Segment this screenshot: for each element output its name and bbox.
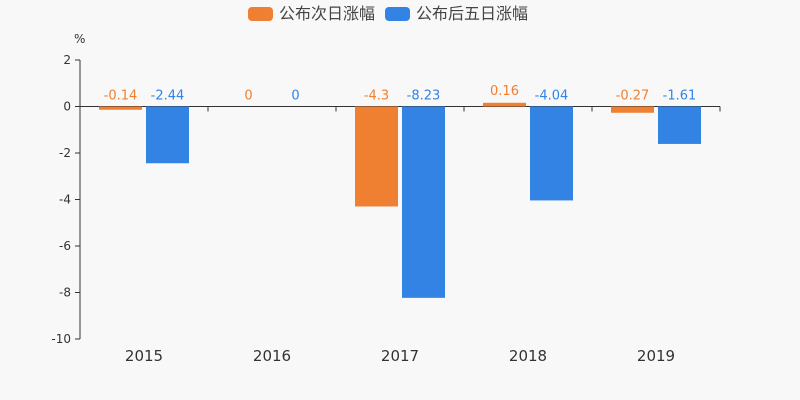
data-label: -0.27 (616, 89, 650, 104)
y-tick-label: 0 (63, 100, 71, 114)
bar-five-day (658, 106, 701, 144)
y-tick-label: -10 (51, 332, 71, 346)
y-axis-label: % (74, 32, 85, 46)
data-label: 0 (291, 89, 299, 104)
data-labels: -0.14 0 -4.3 0.16 -0.27 -2.44 0 -8.23 -4.04 -1.61 (104, 84, 697, 104)
bars (99, 102, 701, 298)
data-label: -0.14 (104, 89, 138, 104)
data-label: -8.23 (407, 89, 441, 104)
legend-label-0: 公布次日涨幅 (279, 4, 375, 23)
bar-next-day (483, 102, 526, 107)
bar-next-day (611, 106, 654, 113)
legend: 公布次日涨幅 公布后五日涨幅 (248, 4, 528, 23)
data-label: -1.61 (663, 89, 697, 104)
y-tick-label: -6 (59, 239, 71, 253)
legend-swatch-0 (248, 7, 273, 21)
data-label: 0 (244, 89, 252, 104)
data-label: -4.04 (535, 89, 569, 104)
x-tick-label: 2018 (509, 347, 547, 365)
bar-next-day (355, 106, 398, 207)
x-tick-label: 2016 (253, 347, 291, 365)
x-tick-label: 2015 (125, 347, 163, 365)
y-tick-label: -8 (59, 286, 71, 300)
data-label: -2.44 (151, 89, 185, 104)
x-tick-label: 2019 (637, 347, 675, 365)
y-tick-label: 2 (63, 53, 71, 67)
y-tick-label: -4 (59, 193, 71, 207)
legend-swatch-1 (385, 7, 411, 21)
bar-five-day (530, 106, 573, 201)
bar-five-day (402, 106, 445, 298)
x-tick-label: 2017 (381, 347, 419, 365)
legend-label-1: 公布后五日涨幅 (416, 4, 528, 23)
y-tick-label: -2 (59, 146, 71, 160)
bar-five-day (146, 106, 189, 164)
bar-next-day (99, 106, 142, 110)
data-label: 0.16 (490, 84, 519, 99)
data-label: -4.3 (364, 89, 389, 104)
